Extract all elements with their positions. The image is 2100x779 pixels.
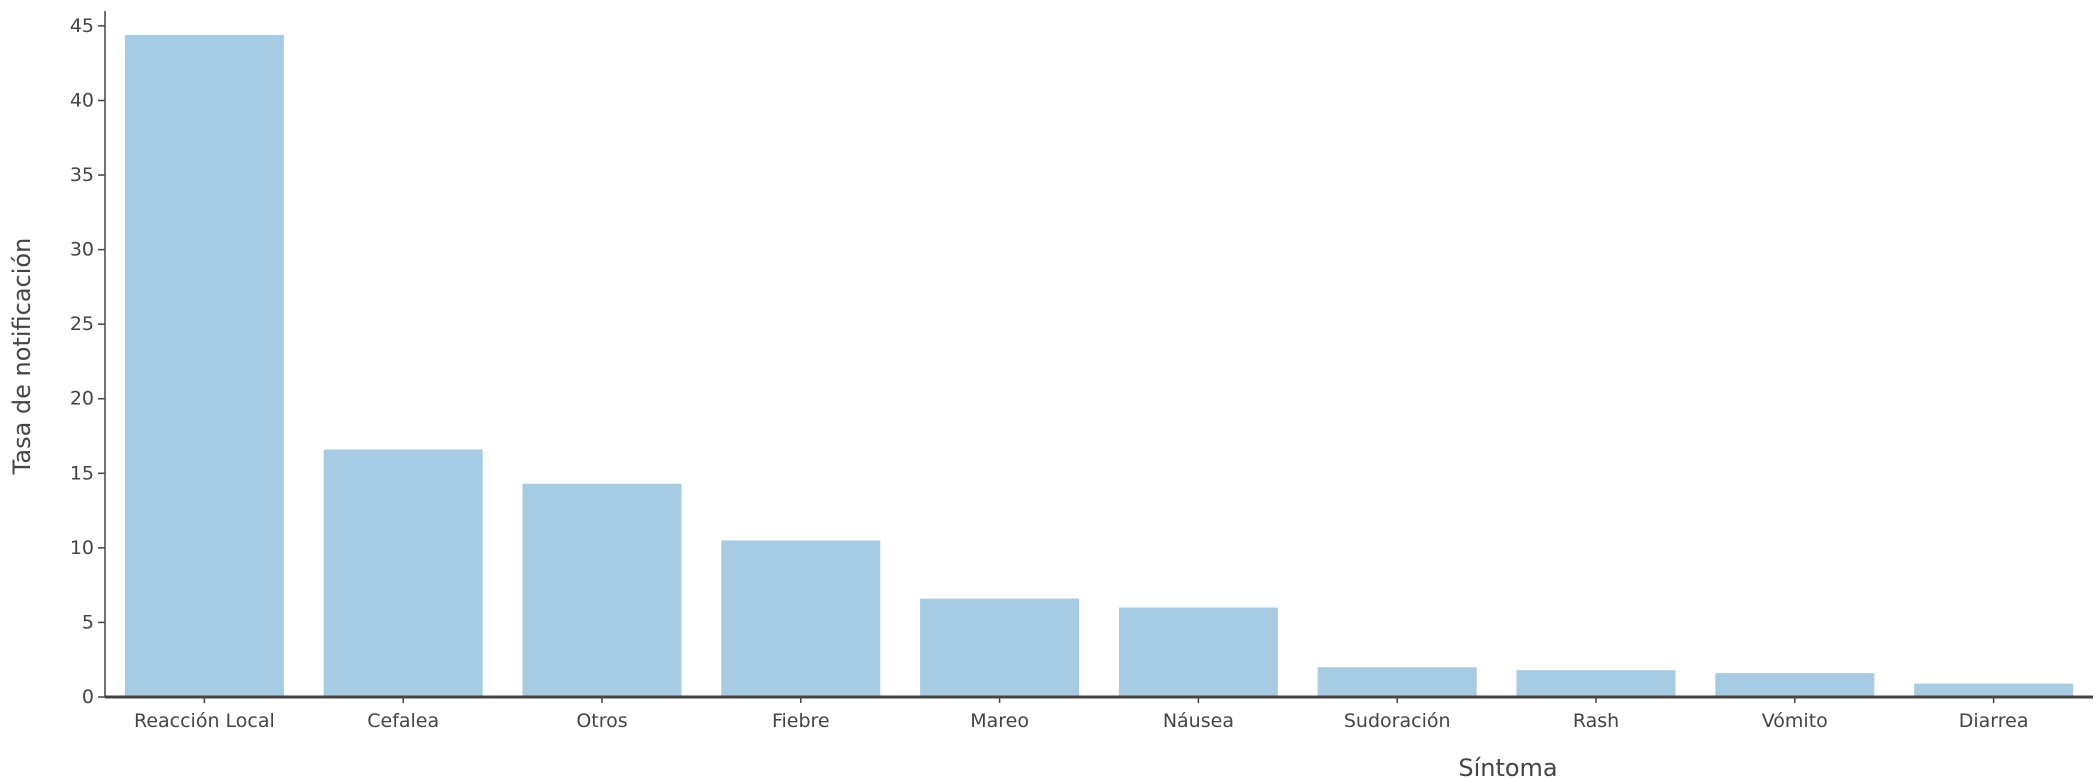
y-axis-ticks: 0 5 10 15 20 25 30 35 40 45 <box>70 15 105 708</box>
x-tick-label: Náusea <box>1163 710 1234 732</box>
y-tick-label: 0 <box>82 686 94 708</box>
x-axis-title: Síntoma <box>1458 754 1557 779</box>
y-tick-label: 40 <box>70 89 94 111</box>
y-tick-label: 10 <box>70 537 94 559</box>
bar-6 <box>1118 607 1278 697</box>
x-tick-label: Fiebre <box>772 710 830 732</box>
x-tick-label: Vómito <box>1762 710 1828 732</box>
bar-9 <box>1715 673 1875 697</box>
bar-5 <box>920 598 1080 697</box>
y-tick-label: 45 <box>70 15 94 37</box>
bars-group <box>124 34 2074 698</box>
y-tick-label: 5 <box>82 611 94 633</box>
bar-8 <box>1516 670 1676 697</box>
x-tick-label: Rash <box>1573 710 1619 732</box>
bar-3 <box>522 483 682 697</box>
bar-10 <box>1914 683 2074 697</box>
y-tick-label: 25 <box>70 313 94 335</box>
x-tick-label: Diarrea <box>1959 710 2029 732</box>
x-tick-label: Otros <box>576 710 627 732</box>
y-axis-title: Tasa de notificación <box>8 238 36 476</box>
bar-1 <box>124 34 284 698</box>
x-tick-label: Sudoración <box>1344 710 1451 732</box>
bar-2 <box>323 449 483 697</box>
bar-7 <box>1317 667 1477 697</box>
y-tick-label: 35 <box>70 164 94 186</box>
x-tick-label: Mareo <box>970 710 1029 732</box>
bar-4 <box>721 540 881 697</box>
y-tick-label: 30 <box>70 239 94 261</box>
x-tick-label: Cefalea <box>367 710 439 732</box>
y-tick-label: 15 <box>70 462 94 484</box>
x-tick-label: Reacción Local <box>134 710 275 732</box>
x-axis-ticks: Reacción Local Cefalea Otros Fiebre Mareo Náu… <box>134 697 2028 732</box>
y-tick-label: 20 <box>70 388 94 410</box>
